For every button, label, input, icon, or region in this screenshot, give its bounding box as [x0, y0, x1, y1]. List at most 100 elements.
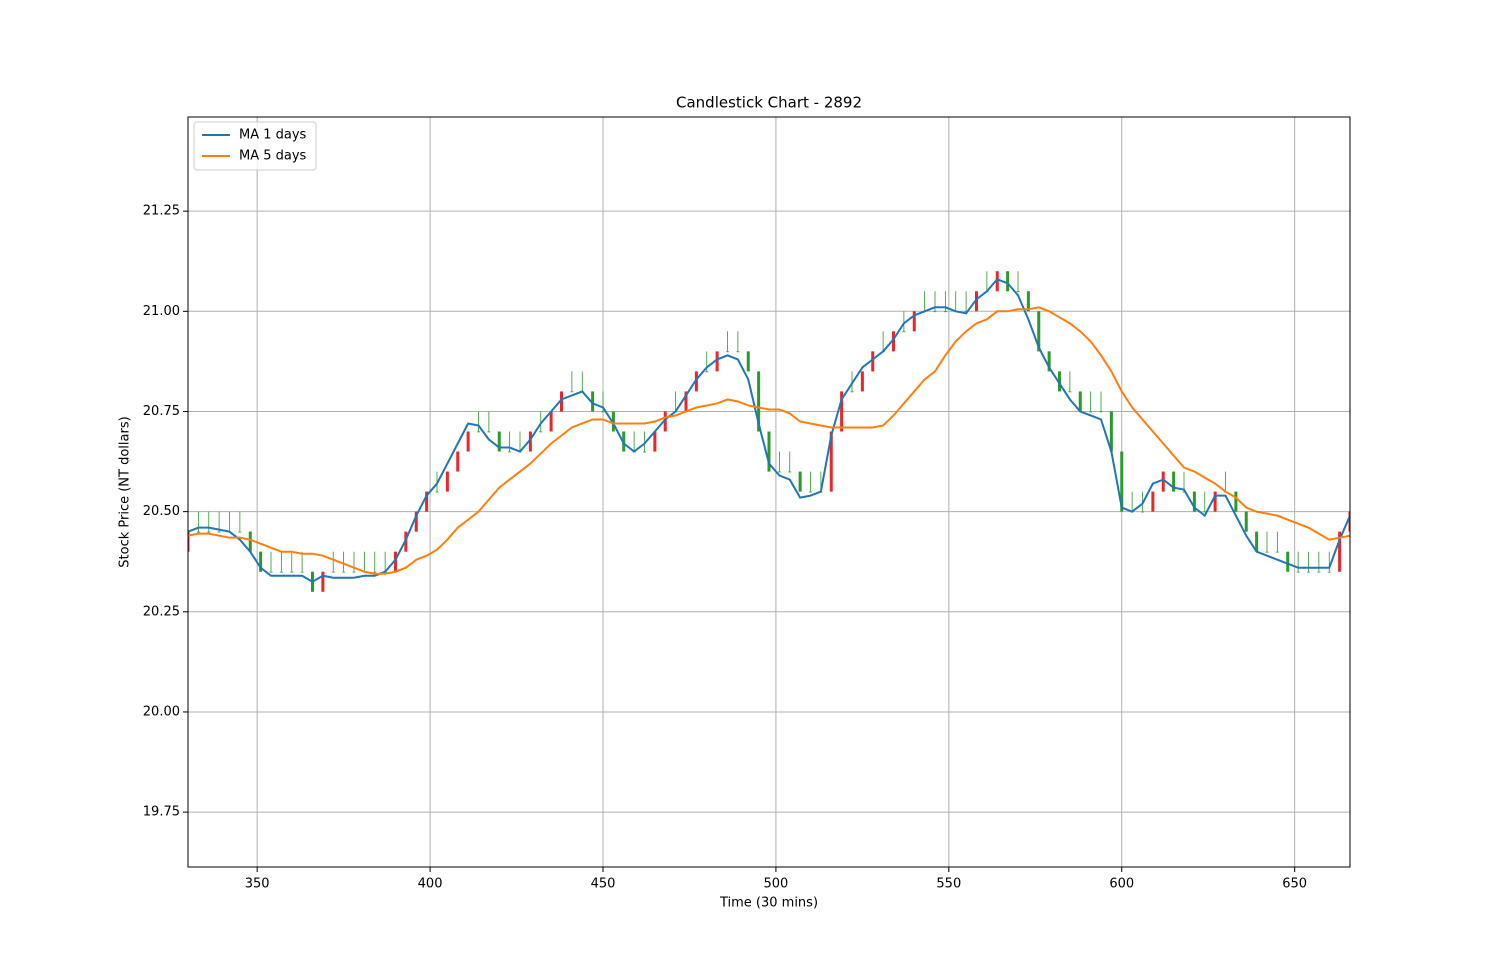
candle-body [975, 291, 978, 312]
candle-body [809, 491, 812, 493]
candle-body [1286, 551, 1290, 572]
candle-body [1006, 271, 1010, 292]
ma-line [188, 306, 1350, 575]
candle-body [331, 571, 335, 573]
candle-body [217, 531, 221, 533]
candle-body [539, 431, 543, 433]
candle-body [1307, 571, 1310, 573]
candle-body [1026, 291, 1030, 312]
x-tick-label: 350 [245, 877, 270, 892]
candle-body [487, 431, 491, 433]
candle-body [394, 551, 397, 572]
candle-body [259, 551, 263, 572]
candle-body [757, 371, 761, 432]
candle-body [414, 511, 418, 532]
x-tick-label: 550 [936, 877, 961, 892]
candle-body [549, 411, 553, 432]
candle-body [466, 431, 470, 452]
candle-body [196, 531, 200, 533]
x-tick-label: 400 [418, 877, 443, 892]
candle-body [528, 431, 532, 452]
candle-body [1109, 411, 1113, 452]
candle-body [591, 391, 595, 412]
candle-body [777, 471, 781, 473]
x-tick-label: 450 [591, 877, 616, 892]
x-tick-label: 650 [1282, 877, 1307, 892]
candle-body [1213, 491, 1217, 512]
candle-body [1203, 511, 1207, 513]
x-tick-label: 600 [1109, 877, 1134, 892]
candle-body [342, 571, 346, 573]
candle-body [1016, 291, 1020, 293]
plot-area [188, 271, 1350, 592]
legend-label: MA 5 days [239, 149, 307, 164]
candle-body [497, 431, 501, 452]
candle-body [601, 411, 605, 413]
candle-body [611, 411, 615, 432]
y-tick-label: 20.00 [143, 704, 180, 719]
candle-body [1275, 551, 1279, 553]
candle-body [798, 471, 802, 492]
candle-body [570, 391, 574, 393]
candle-body [1161, 471, 1165, 492]
candle-body [1255, 531, 1259, 552]
legend-label: MA 1 days [239, 128, 307, 143]
candle-body [684, 391, 688, 412]
candle-body [435, 491, 439, 493]
candle-body [892, 331, 895, 352]
candle-body [943, 311, 947, 313]
candle-body [829, 431, 833, 492]
candle-body [1182, 491, 1186, 493]
candle-body [726, 351, 729, 353]
y-axis-label: Stock Price (NT dollars) [118, 416, 133, 567]
candle-body [1120, 451, 1124, 512]
candle-body [1058, 371, 1061, 392]
candle-body [1172, 471, 1176, 492]
candle-body [860, 371, 864, 392]
candle-body [1348, 511, 1350, 532]
candle-body [767, 431, 771, 472]
candle-body [746, 351, 750, 372]
x-tick-label: 500 [764, 877, 789, 892]
candle-body [663, 411, 667, 432]
candle-body [1327, 571, 1331, 573]
candle-body [1037, 311, 1041, 352]
candle-body [1265, 551, 1269, 553]
candle-body [736, 351, 740, 353]
candle-body [477, 431, 480, 433]
candle-body [1317, 571, 1321, 573]
y-tick-label: 19.75 [143, 805, 180, 820]
candle-body [248, 531, 252, 552]
candle-body [1338, 531, 1342, 572]
y-tick-label: 21.00 [143, 304, 180, 319]
candle-body [912, 311, 916, 332]
candle-body [238, 531, 242, 533]
y-tick-label: 21.25 [143, 204, 180, 219]
candle-body [207, 531, 211, 533]
candle-body [715, 351, 719, 372]
candle-body [300, 571, 304, 573]
candle-body [373, 571, 377, 573]
candle-body [560, 391, 563, 412]
candle-body [508, 451, 512, 453]
candle-body [871, 351, 875, 372]
candle-body [1047, 351, 1051, 372]
candle-body [902, 331, 906, 333]
candle-body [1078, 391, 1082, 412]
candle-body [840, 391, 844, 432]
candle-body [290, 571, 294, 573]
candle-body [1068, 391, 1072, 393]
y-tick-label: 20.75 [143, 404, 180, 419]
y-tick-label: 20.50 [143, 504, 180, 519]
candle-body [694, 371, 698, 392]
candle-body [1141, 511, 1144, 513]
candle-body [850, 391, 854, 393]
candle-body [188, 531, 190, 552]
candle-body [995, 271, 999, 292]
candle-body [643, 451, 646, 453]
candle-body [1089, 411, 1093, 413]
candle-body [1296, 571, 1300, 573]
x-axis-label: Time (30 mins) [719, 896, 818, 911]
candle-body [445, 471, 449, 492]
